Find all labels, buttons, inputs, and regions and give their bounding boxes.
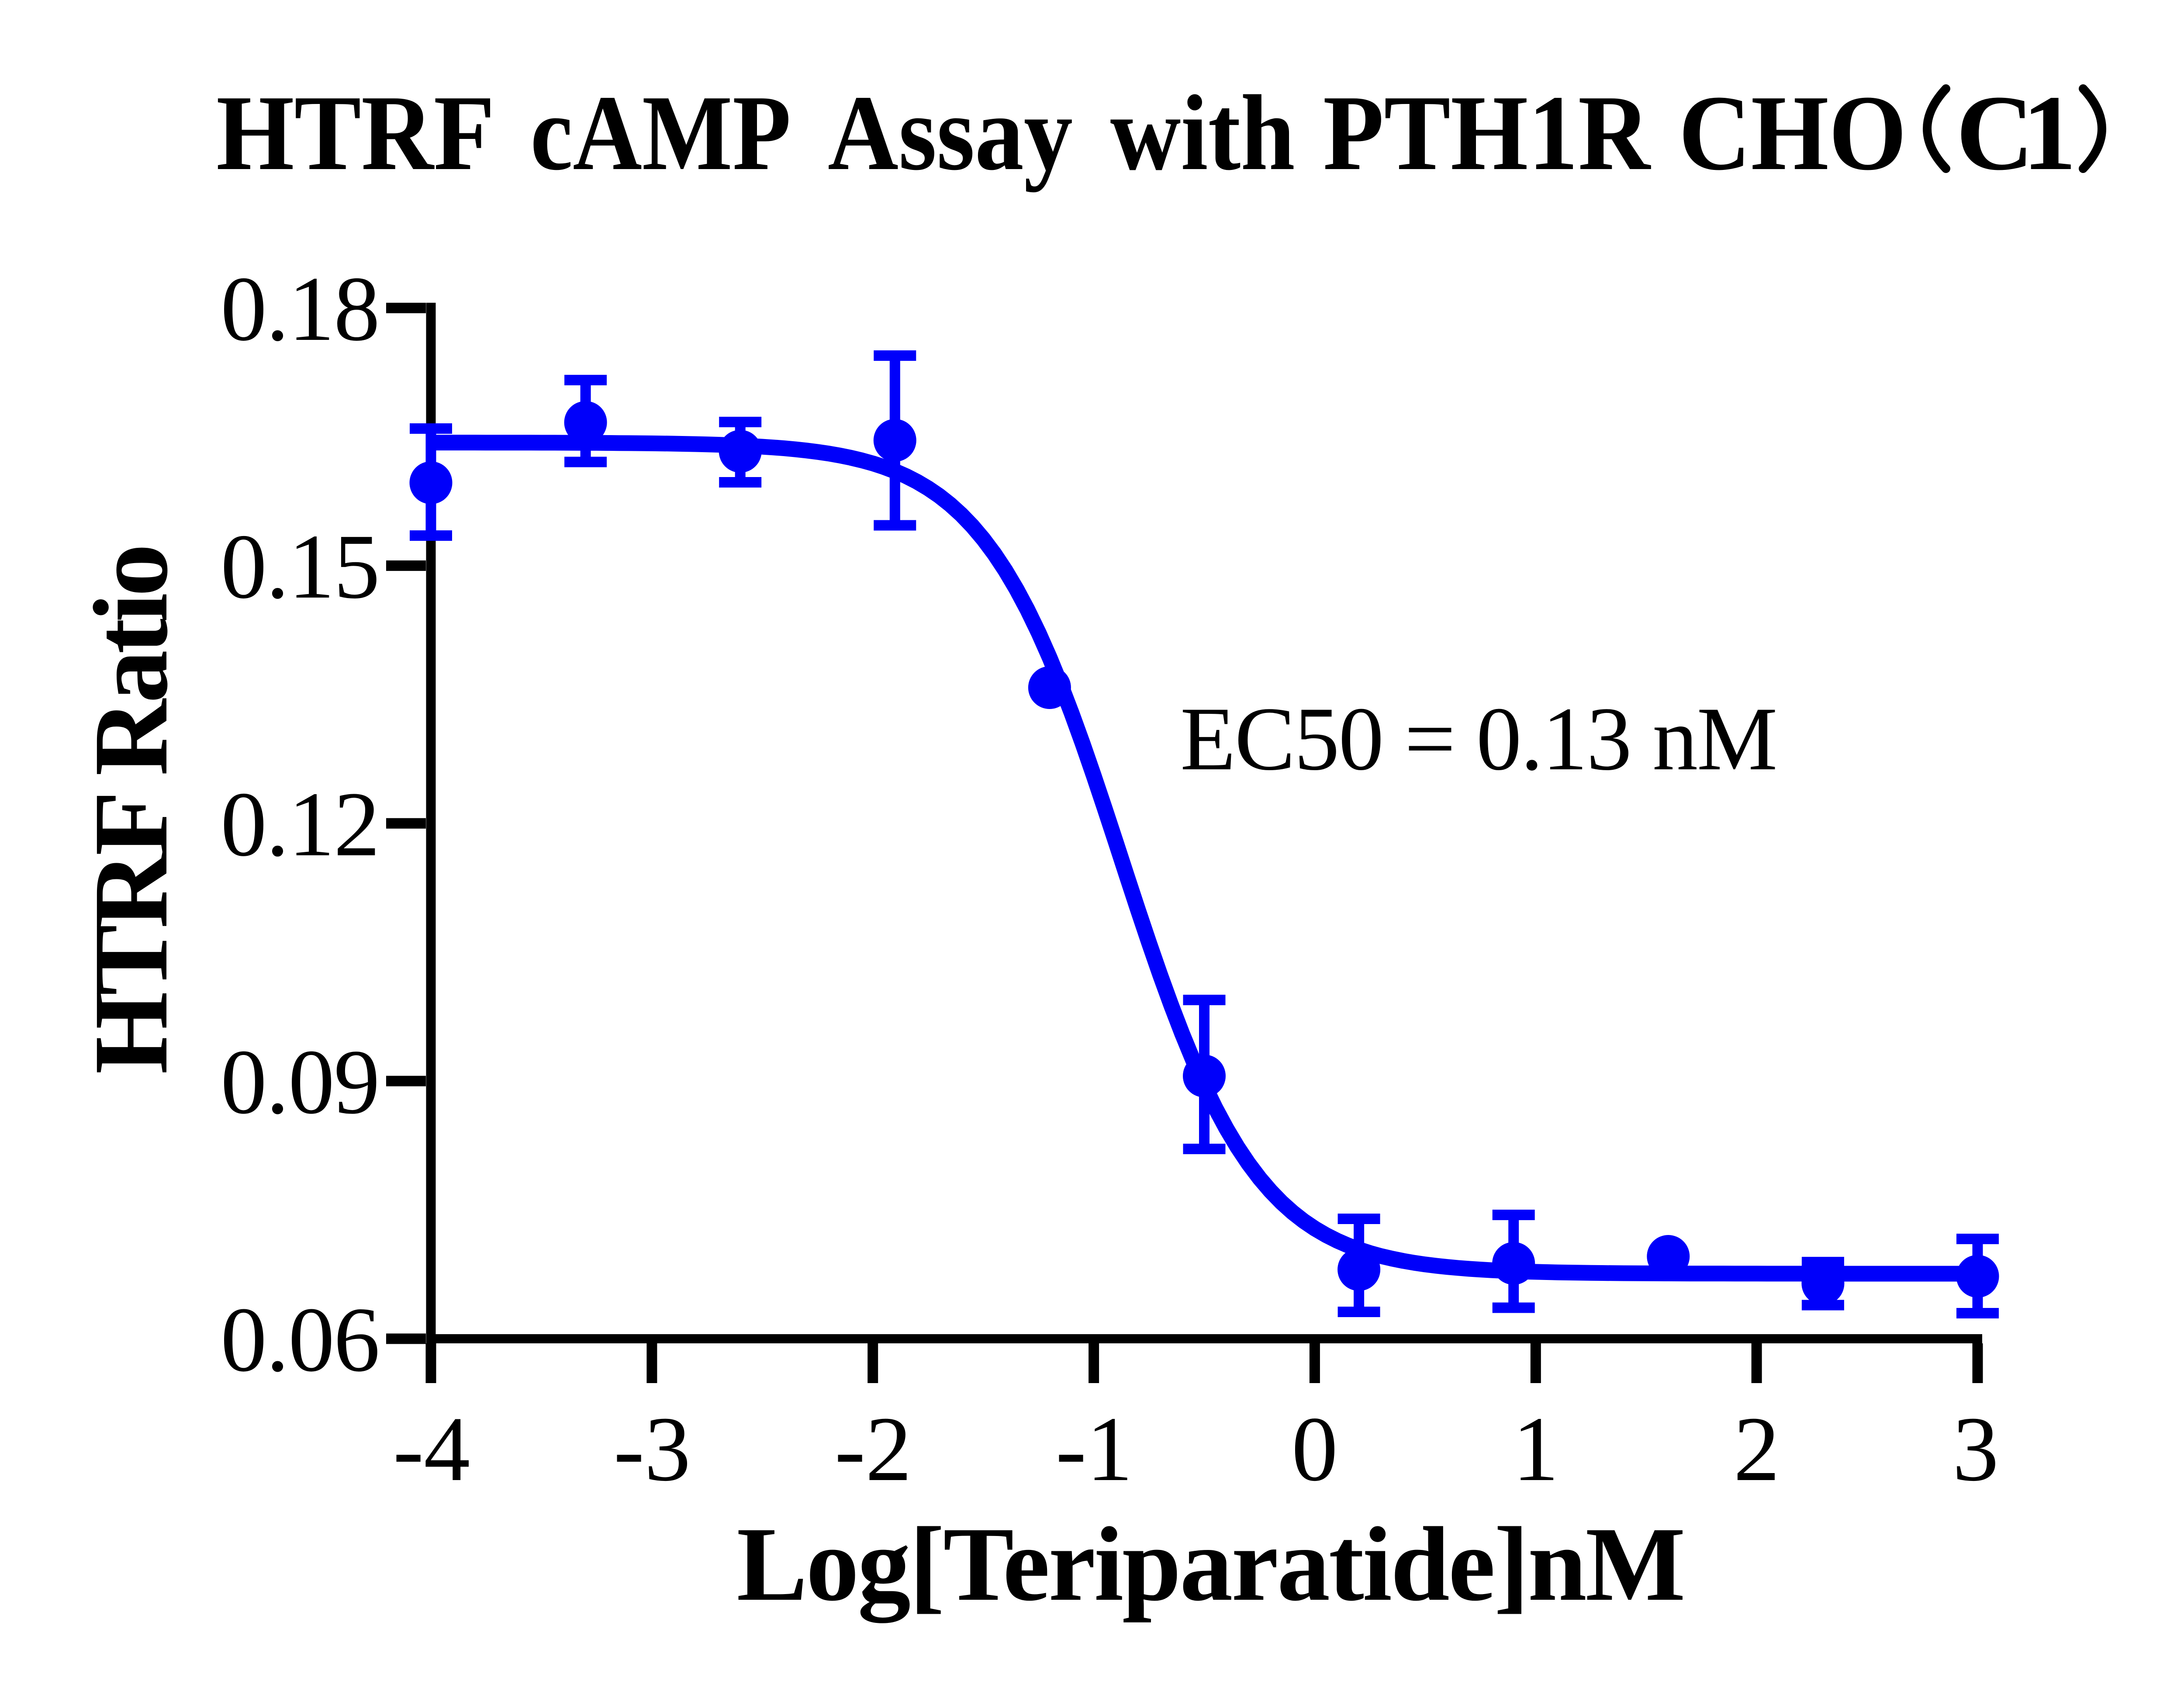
svg-text:C: C <box>1956 73 2034 193</box>
svg-text:0.06: 0.06 <box>221 1288 379 1391</box>
svg-text:EC50 = 0.13 nM: EC50 = 0.13 nM <box>1180 688 1776 789</box>
svg-text:3: 3 <box>1952 1398 1999 1500</box>
svg-text:0.09: 0.09 <box>221 1031 379 1133</box>
svg-text:CHO: CHO <box>1679 73 1907 193</box>
svg-text:-2: -2 <box>835 1398 912 1500</box>
svg-text:with: with <box>1110 73 1295 193</box>
svg-text:0.18: 0.18 <box>221 257 379 360</box>
svg-text:0.12: 0.12 <box>221 773 379 875</box>
svg-text:PTH1R: PTH1R <box>1323 73 1651 193</box>
svg-text:0.15: 0.15 <box>221 515 379 618</box>
svg-text:Assay: Assay <box>828 73 1073 193</box>
svg-text:cAMP: cAMP <box>530 73 791 193</box>
svg-text:1: 1 <box>1513 1398 1559 1500</box>
svg-text:-1: -1 <box>1056 1398 1133 1500</box>
svg-text:-4: -4 <box>393 1398 470 1500</box>
svg-text:1: 1 <box>2022 73 2077 193</box>
svg-text:HTRF: HTRF <box>216 73 495 193</box>
svg-text:2: 2 <box>1734 1398 1780 1500</box>
svg-text:-3: -3 <box>614 1398 691 1500</box>
svg-text:Log[Teriparatide]nM: Log[Teriparatide]nM <box>736 1505 1684 1623</box>
svg-text:HTRF Ratio: HTRF Ratio <box>72 547 190 1074</box>
svg-text:0: 0 <box>1292 1398 1338 1500</box>
